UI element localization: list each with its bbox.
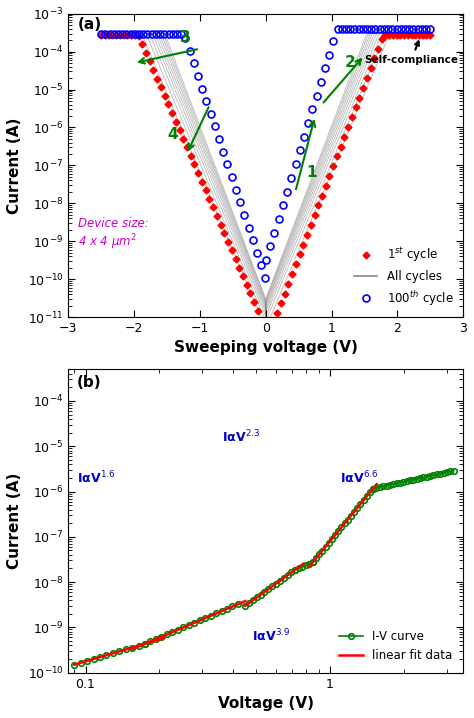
Text: 3: 3 xyxy=(180,30,191,45)
1$^{st}$ cycle xyxy=(412,30,418,39)
1$^{st}$ cycle xyxy=(274,309,280,317)
1$^{st}$ cycle xyxy=(195,169,201,177)
Line: 1$^{st}$ cycle: 1$^{st}$ cycle xyxy=(99,32,433,316)
Text: IαV$^{1.6}$: IαV$^{1.6}$ xyxy=(77,470,115,487)
I-V curve xyxy=(444,468,450,477)
100$^{th}$ cycle xyxy=(246,223,251,232)
Text: (a): (a) xyxy=(78,17,102,32)
X-axis label: Sweeping voltage (V): Sweeping voltage (V) xyxy=(174,340,358,355)
Text: IαV$^{2.3}$: IαV$^{2.3}$ xyxy=(221,429,260,446)
I-V curve xyxy=(242,602,248,610)
100$^{th}$ cycle xyxy=(398,24,403,33)
100$^{th}$ cycle xyxy=(428,24,433,33)
100$^{th}$ cycle xyxy=(98,29,104,38)
Text: (b): (b) xyxy=(77,376,101,391)
Text: IαV$^{3.9}$: IαV$^{3.9}$ xyxy=(252,628,291,644)
linear fit data xyxy=(374,480,380,488)
Text: 2: 2 xyxy=(345,55,356,70)
Text: Self-compliance: Self-compliance xyxy=(365,42,458,65)
Y-axis label: Current (A): Current (A) xyxy=(7,473,22,569)
1$^{st}$ cycle xyxy=(98,30,104,39)
Text: IαV$^{6.6}$: IαV$^{6.6}$ xyxy=(340,470,379,487)
Y-axis label: Current (A): Current (A) xyxy=(7,117,22,213)
Line: 100$^{th}$ cycle: 100$^{th}$ cycle xyxy=(98,25,434,281)
1$^{st}$ cycle xyxy=(255,306,261,314)
I-V curve xyxy=(310,558,316,567)
I-V curve xyxy=(296,564,301,572)
X-axis label: Voltage (V): Voltage (V) xyxy=(218,696,314,711)
Text: 4: 4 xyxy=(167,127,178,142)
1$^{st}$ cycle xyxy=(428,30,433,39)
I-V curve xyxy=(332,531,338,539)
100$^{th}$ cycle xyxy=(314,91,319,100)
linear fit data xyxy=(306,563,312,572)
100$^{th}$ cycle xyxy=(263,274,268,282)
Line: linear fit data: linear fit data xyxy=(309,484,377,567)
Line: I-V curve: I-V curve xyxy=(243,468,456,609)
1$^{st}$ cycle xyxy=(207,195,212,203)
I-V curve xyxy=(451,466,456,475)
Text: Device size:
4 x 4 μm$^2$: Device size: 4 x 4 μm$^2$ xyxy=(78,217,149,252)
100$^{th}$ cycle xyxy=(335,24,340,33)
Legend: I-V curve, linear fit data: I-V curve, linear fit data xyxy=(335,625,457,667)
100$^{th}$ cycle xyxy=(326,50,332,59)
100$^{th}$ cycle xyxy=(297,146,302,155)
I-V curve xyxy=(351,508,357,516)
1$^{st}$ cycle xyxy=(151,66,156,75)
Text: 1: 1 xyxy=(307,165,317,180)
I-V curve xyxy=(420,473,426,482)
linear fit data xyxy=(340,521,346,530)
100$^{th}$ cycle xyxy=(301,132,307,141)
Legend: 1$^{st}$ cycle, All cycles, 100$^{th}$ cycle: 1$^{st}$ cycle, All cycles, 100$^{th}$ c… xyxy=(350,242,457,311)
1$^{st}$ cycle xyxy=(191,160,197,169)
